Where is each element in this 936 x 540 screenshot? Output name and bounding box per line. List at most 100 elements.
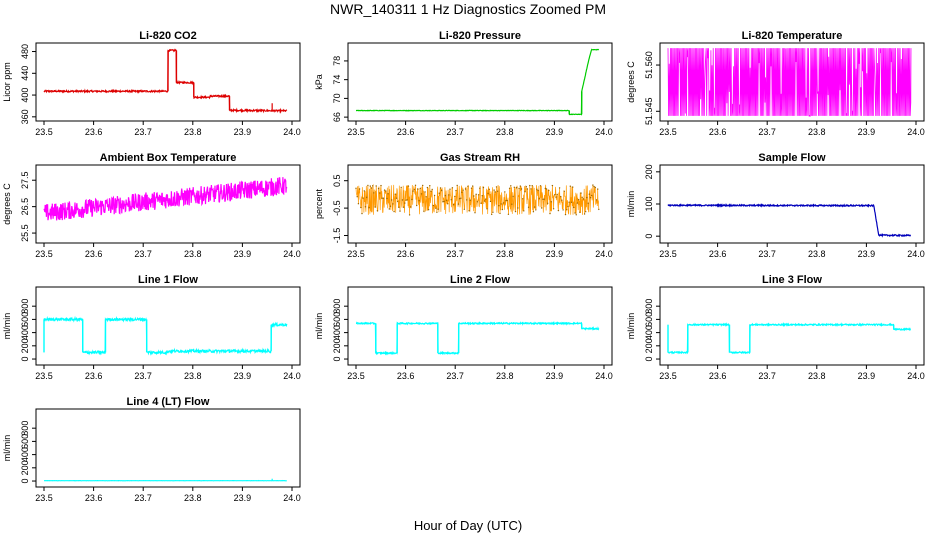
x-tick-label: 24.0 <box>595 249 613 259</box>
series-point <box>469 199 471 201</box>
series-point <box>420 193 423 195</box>
y-tick-label: 400 <box>332 325 342 340</box>
series-point <box>463 208 465 210</box>
y-tick-label: 200 <box>332 338 342 353</box>
series-point <box>552 208 555 210</box>
y-tick-label: 440 <box>20 66 30 81</box>
series-line <box>355 321 600 356</box>
y-tick-label: 0 <box>332 357 342 362</box>
chart-sample: Sample Flow ml/min 0 100 200 23.5 23.6 23.7 23.8… <box>626 152 925 259</box>
series-point <box>498 205 500 207</box>
series-point <box>449 188 451 190</box>
x-tick-label: 23.9 <box>858 371 876 381</box>
series-point <box>457 203 460 205</box>
series-point <box>363 190 365 192</box>
series-point <box>375 185 377 187</box>
x-tick-label: 23.5 <box>35 127 53 137</box>
series-point <box>532 211 535 213</box>
y-tick-label: 480 <box>20 44 30 59</box>
chart-title: Sample Flow <box>758 152 826 164</box>
y-tick-label: 200 <box>20 460 30 475</box>
series-point <box>487 192 489 195</box>
series-point <box>423 210 425 212</box>
series-point <box>555 196 557 198</box>
series-point <box>450 199 452 201</box>
y-tick-label: 800 <box>20 421 30 436</box>
series-point <box>499 212 501 215</box>
series-point <box>520 188 523 190</box>
x-tick-label: 23.5 <box>347 371 365 381</box>
series-point <box>427 209 430 211</box>
series-point <box>368 207 370 209</box>
series-point <box>455 189 457 192</box>
series-point <box>494 191 496 193</box>
series-point <box>357 203 360 205</box>
y-tick-label: 0 <box>644 357 654 362</box>
series-point <box>507 213 510 215</box>
series-point <box>568 201 570 203</box>
x-tick-label: 23.5 <box>35 493 53 503</box>
series-point <box>369 185 371 187</box>
series-line <box>667 322 911 355</box>
series-point <box>538 198 540 200</box>
series-point <box>425 196 427 198</box>
series-point <box>416 204 418 207</box>
x-tick-label: 23.6 <box>397 249 415 259</box>
series-point <box>591 194 593 197</box>
series-point <box>514 210 517 213</box>
series-line <box>667 48 912 117</box>
x-tick-label: 23.5 <box>35 371 53 381</box>
series-point <box>488 188 490 190</box>
series-point <box>587 202 589 204</box>
series-point <box>500 203 502 205</box>
series-point <box>582 198 585 200</box>
series-point <box>569 185 571 187</box>
series-point <box>497 190 499 192</box>
series-point <box>470 187 473 189</box>
series-point <box>573 206 575 209</box>
series-point <box>399 210 401 212</box>
series-point <box>575 214 577 216</box>
y-axis-label: Licor ppm <box>2 62 12 102</box>
y-tick-label: 400 <box>644 325 654 340</box>
series-point <box>510 185 512 187</box>
series-point <box>512 195 514 198</box>
series-point <box>419 187 421 190</box>
series-point <box>567 205 569 208</box>
y-axis-label: degrees C <box>2 183 12 225</box>
y-axis-label: percent <box>314 188 324 219</box>
y-tick-label: 27.5 <box>20 171 30 189</box>
x-tick-label: 23.8 <box>808 371 826 381</box>
series-point <box>448 194 450 196</box>
x-tick-label: 23.9 <box>234 493 252 503</box>
x-tick-label: 23.7 <box>134 371 152 381</box>
series-point <box>580 192 582 194</box>
chart-pressure: Li-820 Pressure kPa 66 70 74 78 23.5 23.6 23.7 23… <box>314 30 613 137</box>
series-point <box>456 184 458 187</box>
y-tick-label: 200 <box>20 338 30 353</box>
y-tick-label: 74 <box>332 75 342 85</box>
series-point <box>547 202 549 204</box>
series-point <box>370 187 373 189</box>
series-point <box>411 198 413 201</box>
y-tick-label: 800 <box>644 299 654 314</box>
y-tick-label: 600 <box>20 434 30 449</box>
x-tick-label: 23.9 <box>234 371 252 381</box>
series-point <box>525 185 527 188</box>
series-point <box>397 200 399 203</box>
series-point <box>387 193 389 195</box>
x-tick-label: 23.8 <box>808 127 826 137</box>
x-tick-label: 23.6 <box>85 493 103 503</box>
series-point <box>592 184 594 186</box>
y-tick-label: 200 <box>644 338 654 353</box>
series-point <box>430 190 432 192</box>
x-tick-label: 23.5 <box>659 249 677 259</box>
series-point <box>391 199 393 201</box>
series-point <box>550 201 552 203</box>
series-point <box>579 211 581 213</box>
y-tick-label: -1.5 <box>332 228 342 244</box>
series-point <box>433 194 436 197</box>
y-tick-label: 800 <box>20 299 30 314</box>
series-point <box>583 213 586 215</box>
